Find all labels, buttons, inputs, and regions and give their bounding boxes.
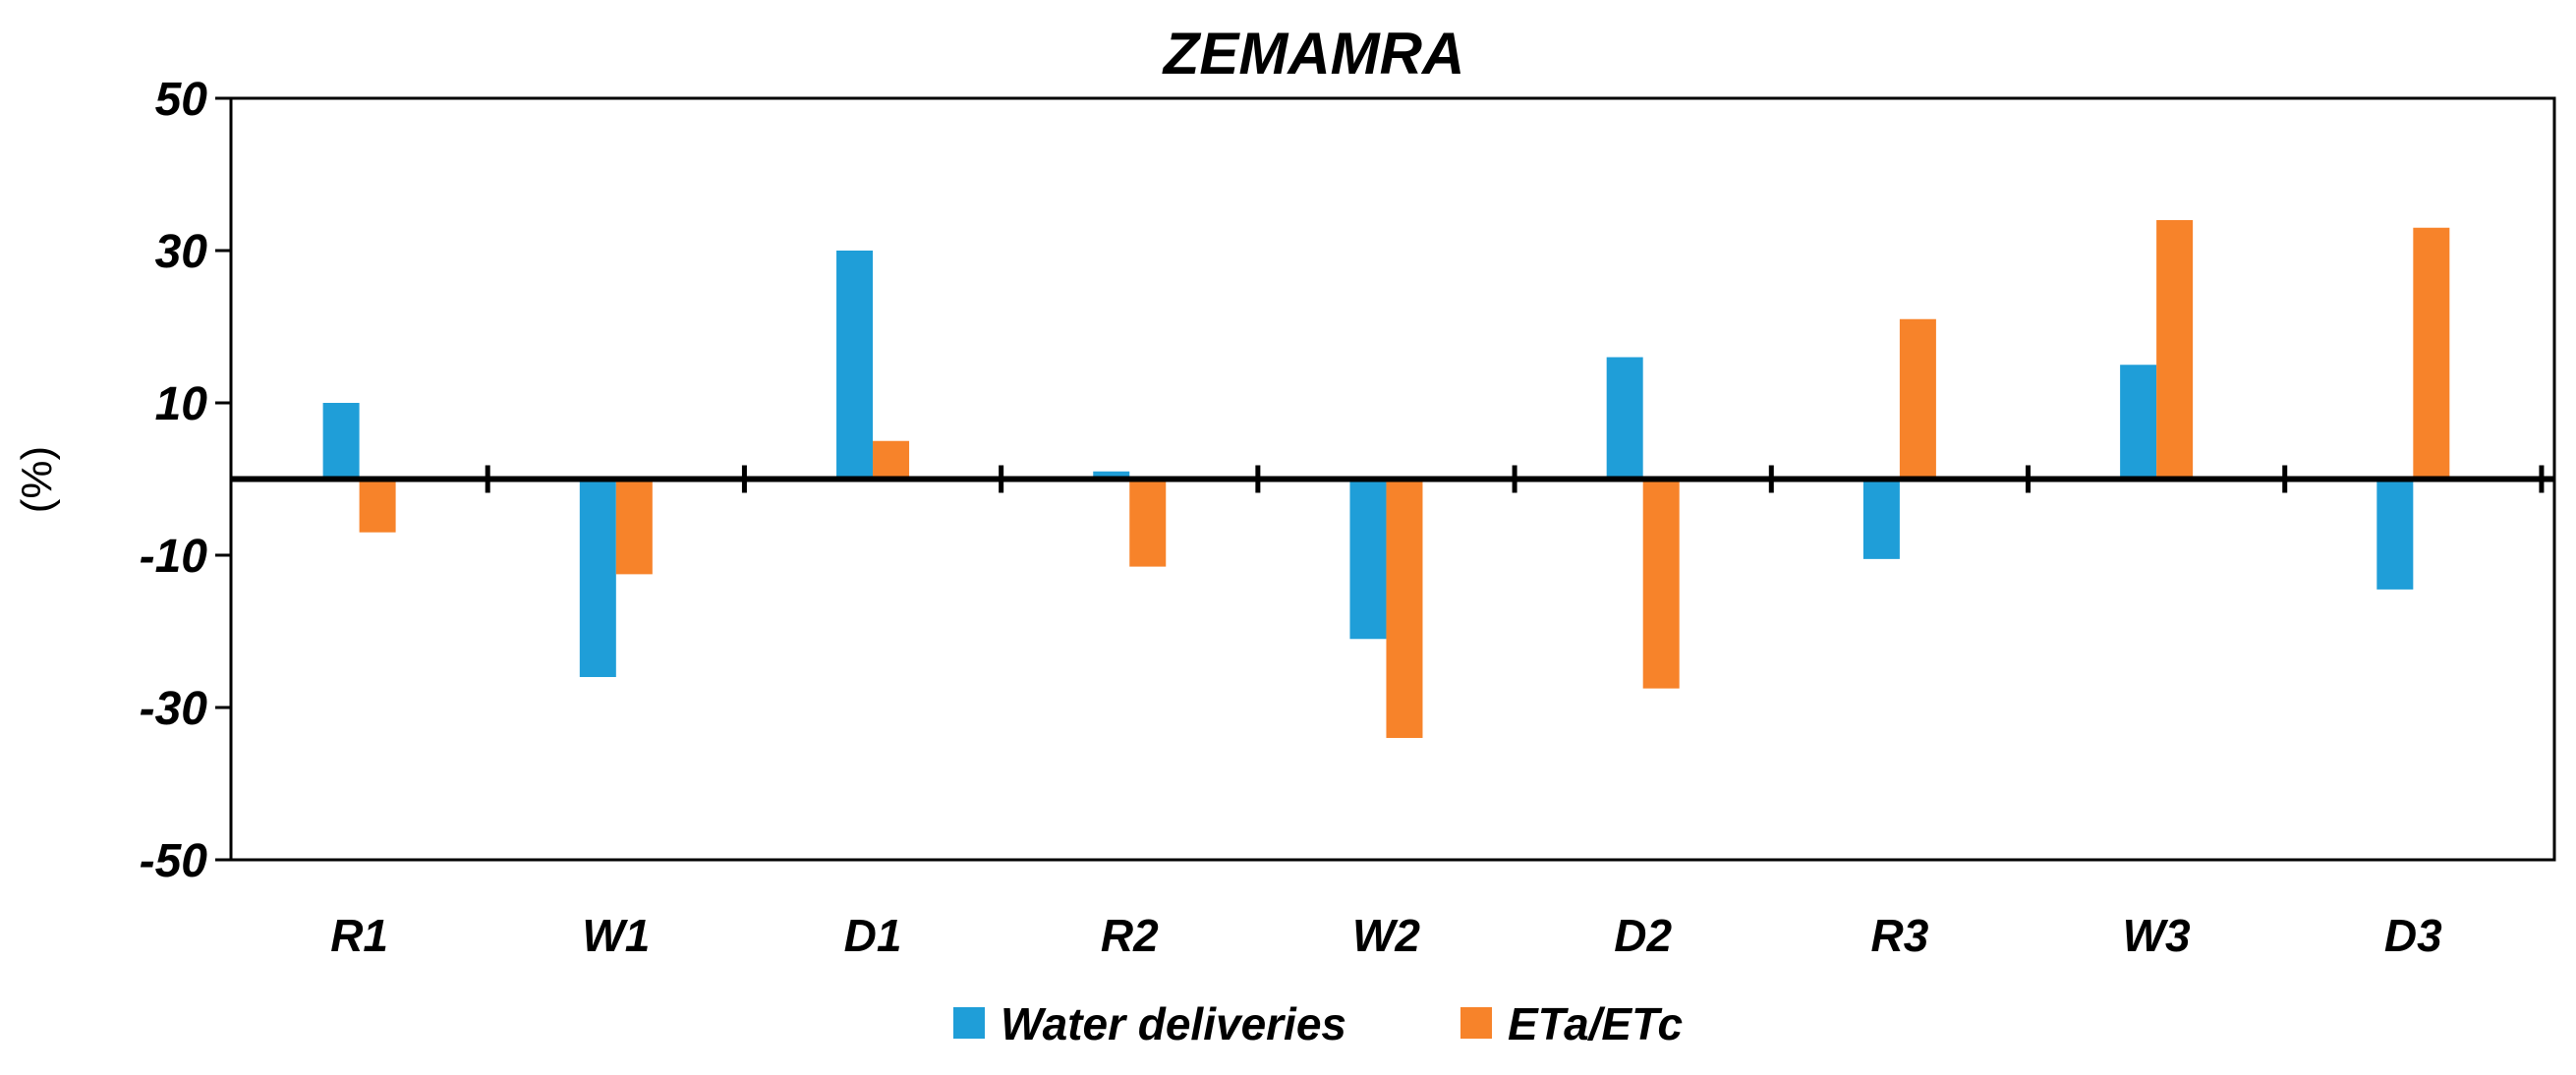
bar-water-deliveries-r1 <box>322 403 360 480</box>
bar-eta-etc-w1 <box>615 479 653 575</box>
x-tick-label-r3: R3 <box>1870 910 1928 961</box>
x-tick-label-w1: W1 <box>582 910 650 961</box>
legend-swatch-water-deliveries <box>953 1007 985 1039</box>
bar-eta-etc-w3 <box>2156 220 2194 480</box>
legend-label-eta-etc: ETa/ETc <box>1508 998 1683 1049</box>
bar-water-deliveries-d1 <box>836 251 874 480</box>
bar-eta-etc-d2 <box>1642 479 1680 689</box>
bar-water-deliveries-w2 <box>1349 479 1387 640</box>
bar-water-deliveries-d3 <box>2376 479 2414 590</box>
bars-group <box>322 220 2450 738</box>
y-tick-label: -10 <box>140 531 208 583</box>
chart-title: ZEMAMRA <box>1162 21 1465 86</box>
y-tick-label: -50 <box>140 835 208 887</box>
x-tick-label-d1: D1 <box>844 910 902 961</box>
y-tick-label: 10 <box>155 378 208 430</box>
bar-water-deliveries-w3 <box>2120 365 2157 480</box>
bar-eta-etc-d3 <box>2413 227 2450 480</box>
bar-water-deliveries-w1 <box>579 479 616 677</box>
x-axis-tick-labels: R1 W1 D1 R2 W2 D2 R3 W3 D3 <box>330 910 2442 961</box>
y-axis: 50 30 10 -10 -30 -50 <box>140 74 231 887</box>
bar-water-deliveries-d2 <box>1606 357 1643 480</box>
legend-swatch-eta-etc <box>1460 1007 1492 1039</box>
x-axis-zero-line <box>231 465 2554 493</box>
bar-water-deliveries-r3 <box>1862 479 1900 559</box>
y-axis-label: (%) <box>13 446 61 513</box>
x-tick-label-r2: R2 <box>1101 910 1159 961</box>
y-tick-label: 30 <box>155 226 208 278</box>
x-tick-label-r1: R1 <box>330 910 388 961</box>
legend-label-water-deliveries: Water deliveries <box>1001 998 1346 1049</box>
x-tick-label-w3: W3 <box>2123 910 2191 961</box>
y-tick-label: 50 <box>155 74 208 126</box>
x-tick-label-w2: W2 <box>1352 910 1420 961</box>
bar-water-deliveries-r2 <box>1093 471 1130 480</box>
bar-eta-etc-r2 <box>1129 479 1167 567</box>
bar-eta-etc-r3 <box>1899 318 1936 480</box>
x-tick-label-d3: D3 <box>2384 910 2442 961</box>
legend: Water deliveries ETa/ETc <box>953 998 1683 1049</box>
bar-eta-etc-r1 <box>359 479 396 533</box>
y-tick-label: -30 <box>140 683 208 735</box>
bar-eta-etc-d1 <box>873 440 910 480</box>
bar-eta-etc-w2 <box>1386 479 1423 738</box>
x-tick-label-d2: D2 <box>1614 910 1672 961</box>
